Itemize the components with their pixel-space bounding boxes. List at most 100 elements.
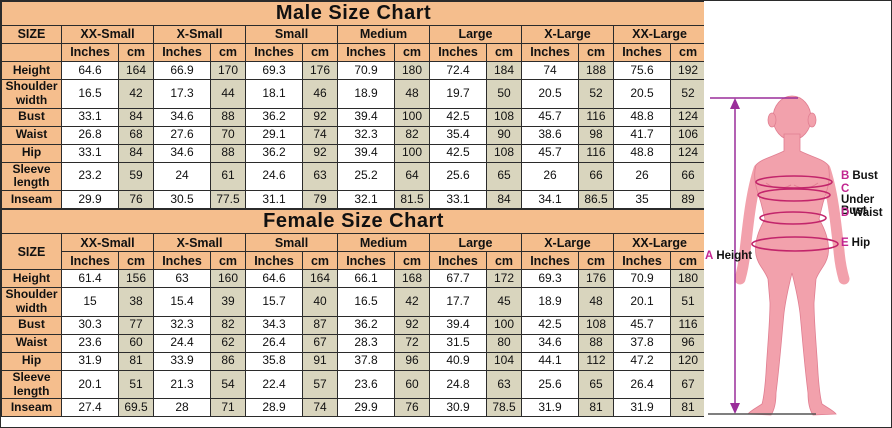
value-cm: 81.5 (394, 190, 430, 210)
height-arrow-head-bottom (730, 403, 740, 414)
size-header-row: SIZE XX-Small X-Small Small Medium Large X-Lar… (1, 25, 707, 44)
value-inches: 28.9 (245, 398, 303, 418)
value-cm: 180 (669, 269, 707, 289)
measure-row: Hip 31.9 81 33.9 86 35.8 91 37.8 96 40.9 104 44.1 11… (1, 351, 707, 371)
value-inches: 32.3 (153, 315, 211, 335)
value-inches: 24.6 (245, 161, 303, 192)
male-size-table: Male Size Chart SIZE XX-Small X-Small Small M… (1, 1, 707, 210)
measure-row-label: Sleeve length (1, 161, 62, 192)
value-inches: 35.8 (245, 351, 303, 371)
unit-cm-header: cm (394, 251, 430, 271)
body-arm-right (819, 163, 850, 285)
unit-cm-header: cm (118, 43, 154, 62)
value-cm: 52 (578, 79, 614, 109)
value-cm: 84 (118, 107, 154, 127)
size-header-spacer (1, 43, 62, 62)
value-inches: 17.7 (429, 287, 487, 317)
unit-inches-header: Inches (153, 43, 211, 62)
value-cm: 170 (210, 61, 246, 80)
value-cm: 51 (669, 287, 707, 317)
value-cm: 104 (486, 351, 522, 371)
value-cm: 50 (486, 79, 522, 109)
measure-row: Waist 26.8 68 27.6 70 29.1 74 32.3 82 35.4 90 38.6 9… (1, 125, 707, 145)
value-inches: 18.9 (521, 287, 579, 317)
value-cm: 92 (302, 107, 338, 127)
value-inches: 45.7 (521, 107, 579, 127)
unit-inches-header: Inches (613, 43, 671, 62)
value-cm: 96 (394, 351, 430, 371)
value-cm: 67 (302, 333, 338, 353)
body-arm-left (734, 163, 765, 285)
value-inches: 16.5 (61, 79, 119, 109)
value-cm: 188 (578, 61, 614, 80)
value-inches: 40.9 (429, 351, 487, 371)
value-cm: 52 (669, 79, 707, 109)
size-column-header: Small (245, 25, 338, 44)
value-inches: 15.4 (153, 287, 211, 317)
value-cm: 112 (578, 351, 614, 371)
value-cm: 42 (394, 287, 430, 317)
value-inches: 18.9 (337, 79, 395, 109)
value-inches: 20.1 (613, 287, 671, 317)
value-inches: 37.8 (337, 351, 395, 371)
value-inches: 34.1 (521, 190, 579, 210)
value-cm: 65 (578, 369, 614, 400)
value-cm: 40 (302, 287, 338, 317)
value-cm: 86.5 (578, 190, 614, 210)
value-inches: 30.3 (61, 315, 119, 335)
value-inches: 33.9 (153, 351, 211, 371)
value-inches: 48.8 (613, 143, 671, 163)
value-cm: 48 (578, 287, 614, 317)
value-inches: 20.1 (61, 369, 119, 400)
unit-cm-header: cm (669, 43, 707, 62)
size-column-header: XX-Small (61, 25, 154, 44)
size-column-header: Large (429, 25, 522, 44)
value-cm: 67 (669, 369, 707, 400)
unit-cm-header: cm (578, 43, 614, 62)
value-inches: 36.2 (245, 143, 303, 163)
value-inches: 35 (613, 190, 671, 210)
value-inches: 22.4 (245, 369, 303, 400)
measure-row-label: Bust (1, 315, 62, 335)
value-cm: 63 (486, 369, 522, 400)
unit-cm-header: cm (210, 251, 246, 271)
value-inches: 36.2 (245, 107, 303, 127)
body-ear-right (807, 112, 817, 128)
unit-inches-header: Inches (613, 251, 671, 271)
hip-label: E Hip (841, 237, 871, 249)
height-letter: A (705, 250, 714, 262)
value-inches: 31.1 (245, 190, 303, 210)
value-cm: 69.5 (118, 398, 154, 418)
measure-row: Height 61.4 156 63 160 64.6 164 66.1 168 67.7 172 6… (1, 269, 707, 289)
value-cm: 116 (578, 107, 614, 127)
waist-label: D Waist (841, 207, 883, 219)
value-cm: 51 (118, 369, 154, 400)
value-inches: 25.2 (337, 161, 395, 192)
value-inches: 34.6 (521, 333, 579, 353)
value-cm: 79 (302, 190, 338, 210)
value-cm: 176 (578, 269, 614, 289)
unit-inches-header: Inches (61, 43, 119, 62)
value-inches: 27.6 (153, 125, 211, 145)
value-inches: 24 (153, 161, 211, 192)
value-inches: 37.8 (613, 333, 671, 353)
size-header-label: SIZE (1, 233, 62, 271)
unit-inches-header: Inches (337, 43, 395, 62)
unit-inches-header: Inches (245, 43, 303, 62)
value-inches: 36.2 (337, 315, 395, 335)
unit-inches-header: Inches (521, 43, 579, 62)
value-inches: 66.9 (153, 61, 211, 80)
value-inches: 26.4 (613, 369, 671, 400)
size-column-header: Large (429, 233, 522, 253)
value-inches: 31.9 (613, 398, 671, 418)
measure-row-label: Height (1, 269, 62, 289)
measure-row: Bust 33.1 84 34.6 88 36.2 92 39.4 100 42.5 108 45.7… (1, 107, 707, 127)
size-column-header: XX-Large (612, 25, 707, 44)
value-inches: 69.3 (245, 61, 303, 80)
under-bust-letter: C (841, 183, 850, 195)
value-inches: 32.3 (337, 125, 395, 145)
value-inches: 20.5 (613, 79, 671, 109)
under-bust-measure-line (757, 188, 831, 202)
value-inches: 29.1 (245, 125, 303, 145)
value-inches: 15.7 (245, 287, 303, 317)
